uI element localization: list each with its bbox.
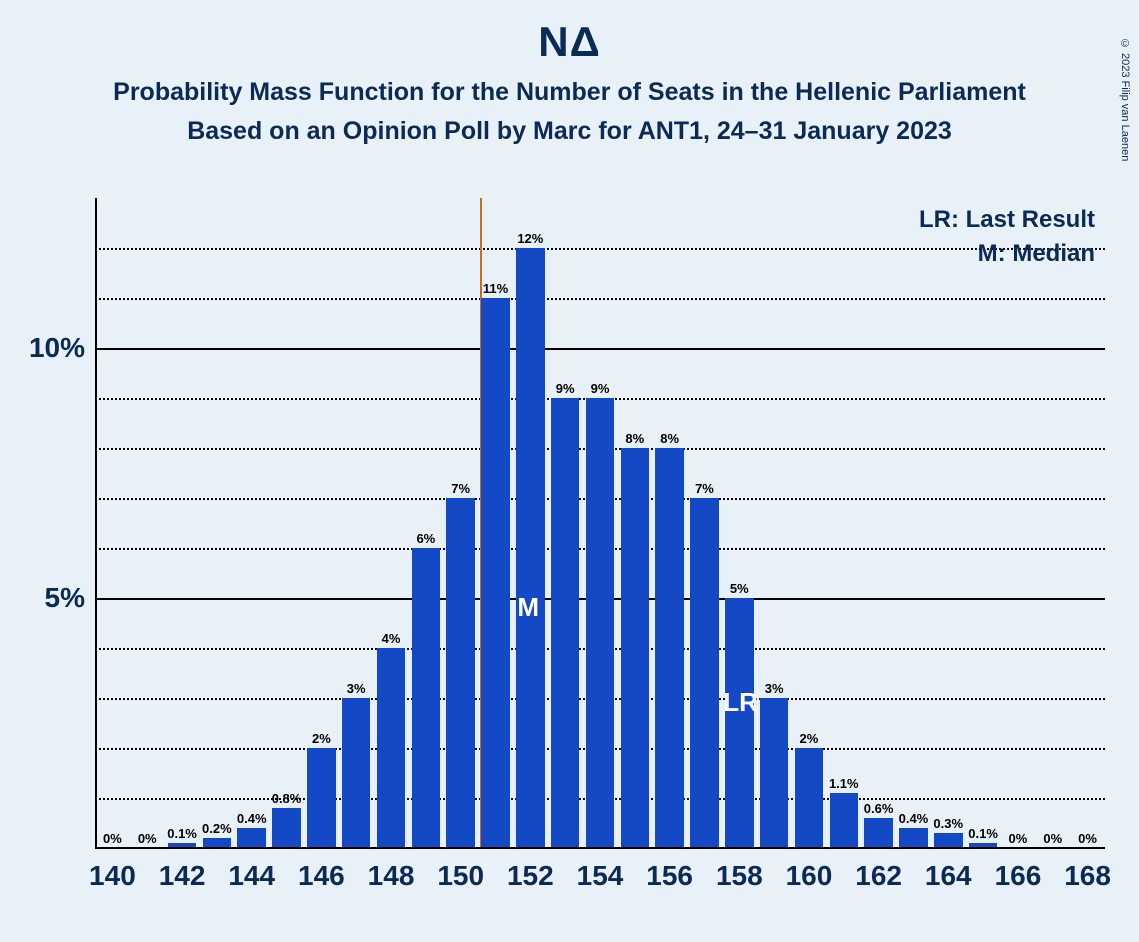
bar-value-label: 0.2% [202,821,232,836]
bar-value-label: 6% [416,531,435,546]
grid-major-line [95,348,1105,350]
bar-value-label: 0.1% [167,826,197,841]
bar-value-label: 3% [347,681,366,696]
bar-value-label: 4% [382,631,401,646]
bar-value-label: 8% [625,431,644,446]
x-axis-tick-label: 148 [368,860,415,892]
y-axis-tick-label: 5% [45,582,85,614]
bar-value-label: 7% [695,481,714,496]
chart-subtitle-1: Probability Mass Function for the Number… [0,78,1139,107]
bar-value-label: 0% [1078,831,1097,846]
bar: 0.6% [864,818,893,848]
bar-value-label: 0% [138,831,157,846]
x-axis-tick-label: 158 [716,860,763,892]
grid-minor-line [95,298,1105,300]
bar: 9% [586,398,615,848]
bar-value-label: 7% [451,481,470,496]
bar: 9% [551,398,580,848]
x-axis-tick-label: 160 [786,860,833,892]
x-axis-tick-label: 168 [1064,860,1111,892]
bar: 3% [342,698,371,848]
bar-value-label: 0% [103,831,122,846]
bar: 0.4% [237,828,266,848]
median-marker: M [517,592,539,623]
bar: 2% [307,748,336,848]
chart-subtitle-2: Based on an Opinion Poll by Marc for ANT… [0,117,1139,146]
bar-value-label: 0% [1043,831,1062,846]
bar: 6% [412,548,441,848]
x-axis-line [95,847,1105,849]
bar-value-label: 9% [591,381,610,396]
bar: 12% [516,248,545,848]
x-axis-tick-label: 154 [577,860,624,892]
bar: 3% [760,698,789,848]
plot-region: 5%10%0%0%0.1%0.2%0.4%0.8%2%3%4%6%7%11%12… [95,198,1105,848]
bar-value-label: 1.1% [829,776,859,791]
bar-value-label: 0.8% [272,791,302,806]
bar-value-label: 2% [800,731,819,746]
y-axis-line [95,198,97,848]
x-axis-tick-label: 142 [159,860,206,892]
bar-value-label: 0.4% [899,811,929,826]
bar: 0.3% [934,833,963,848]
bar: 0.8% [272,808,301,848]
legend: LR: Last Result M: Median [919,206,1095,274]
legend-median: M: Median [919,240,1095,268]
x-axis-tick-label: 156 [646,860,693,892]
chart-plot-area: 5%10%0%0%0.1%0.2%0.4%0.8%2%3%4%6%7%11%12… [95,198,1105,848]
x-axis-tick-label: 144 [228,860,275,892]
bar-value-label: 2% [312,731,331,746]
bar: 7% [690,498,719,848]
bar-value-label: 12% [517,231,543,246]
chart-title: ΝΔ [0,18,1139,66]
x-axis-tick-label: 164 [925,860,972,892]
x-axis-tick-label: 162 [855,860,902,892]
bar: 0.4% [899,828,928,848]
x-axis-tick-label: 140 [89,860,136,892]
bar-value-label: 0.3% [933,816,963,831]
x-axis-tick-label: 166 [995,860,1042,892]
x-axis-tick-label: 146 [298,860,345,892]
bar-value-label: 11% [483,281,508,296]
bar-value-label: 0.1% [968,826,998,841]
copyright-text: © 2023 Filip van Laenen [1119,38,1131,161]
bar: 8% [655,448,684,848]
legend-last-result: LR: Last Result [919,206,1095,234]
bar: 2% [795,748,824,848]
bar: 7% [446,498,475,848]
bar-value-label: 3% [765,681,784,696]
bar-value-label: 0.4% [237,811,267,826]
x-axis-tick-label: 150 [437,860,484,892]
bar-value-label: 9% [556,381,575,396]
x-axis-tick-label: 152 [507,860,554,892]
bar: 1.1% [830,793,859,848]
last-result-marker: LR [723,687,758,718]
bar: 4% [377,648,406,848]
bar-value-label: 5% [730,581,749,596]
y-axis-tick-label: 10% [29,332,85,364]
bar: 8% [621,448,650,848]
bar: 5% [725,598,754,848]
bar-value-label: 0% [1009,831,1028,846]
bar: 11% [481,298,510,848]
bar-value-label: 0.6% [864,801,894,816]
bar-value-label: 8% [660,431,679,446]
